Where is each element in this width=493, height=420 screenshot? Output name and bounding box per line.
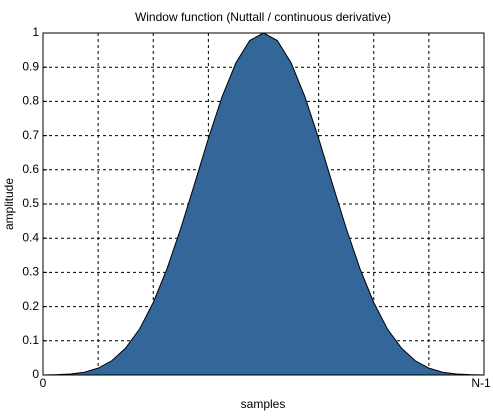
y-tick-label: 0.3 bbox=[22, 265, 39, 279]
x-tick-label: N-1 bbox=[471, 376, 491, 390]
y-tick-label: 0.1 bbox=[22, 333, 39, 347]
area bbox=[43, 33, 484, 375]
y-tick-label: 0.2 bbox=[22, 299, 39, 313]
y-tick-label: 0.5 bbox=[22, 196, 39, 210]
y-axis-label: amplitude bbox=[2, 178, 16, 230]
y-tick-label: 0.4 bbox=[22, 230, 39, 244]
y-tick-label: 0 bbox=[32, 367, 39, 381]
y-tick-label: 0.9 bbox=[22, 59, 39, 73]
y-tick-label: 0.6 bbox=[22, 162, 39, 176]
x-axis-label: samples bbox=[241, 397, 286, 411]
x-tick-label: 0 bbox=[40, 376, 47, 390]
y-tick-label: 0.8 bbox=[22, 94, 39, 108]
y-tick-label: 0.7 bbox=[22, 128, 39, 142]
chart-title: Window function (Nuttall / continuous de… bbox=[135, 10, 391, 24]
y-tick-label: 1 bbox=[32, 25, 39, 39]
